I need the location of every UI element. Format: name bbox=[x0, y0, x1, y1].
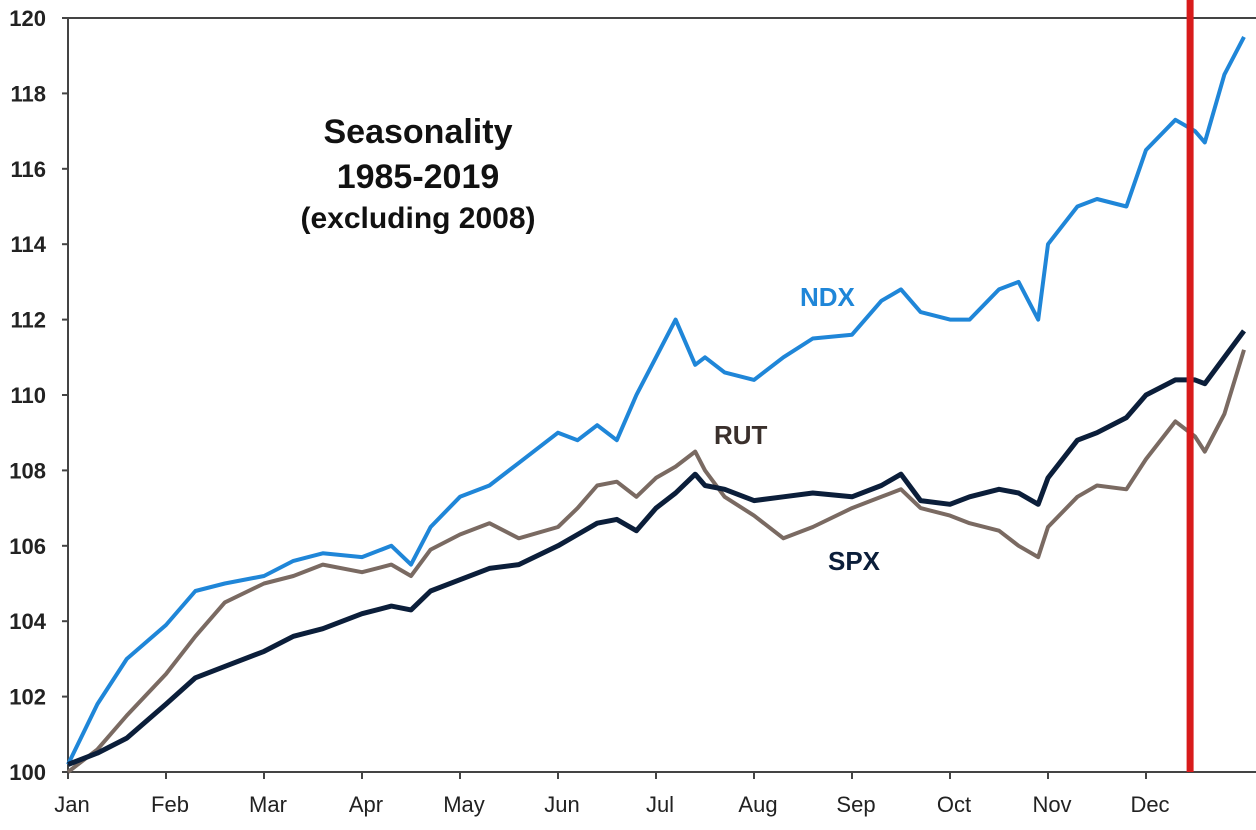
x-tick-label: Nov bbox=[1032, 792, 1071, 817]
y-tick-label: 114 bbox=[11, 232, 47, 257]
series-label-spx: SPX bbox=[828, 546, 881, 576]
x-ticks: Jan Feb Mar Apr May Jun Jul Aug Sep Oct Nov Dec bbox=[54, 772, 1170, 817]
chart-title: Seasonality bbox=[324, 113, 513, 151]
x-tick-label: Feb bbox=[151, 792, 189, 817]
y-tick-label: 100 bbox=[9, 760, 46, 785]
y-tick-label: 118 bbox=[11, 81, 47, 106]
x-tick-label: Mar bbox=[249, 792, 287, 817]
y-tick-label: 106 bbox=[9, 534, 46, 559]
x-tick-label: Jul bbox=[646, 792, 674, 817]
y-tick-label: 108 bbox=[9, 458, 46, 483]
series-line-rut bbox=[66, 349, 1246, 774]
y-tick-label: 110 bbox=[11, 383, 47, 408]
y-tick-label: 104 bbox=[9, 609, 46, 634]
x-tick-label: Apr bbox=[349, 792, 383, 817]
chart-subtitle-note: (excluding 2008) bbox=[300, 202, 535, 235]
x-tick-label: Dec bbox=[1130, 792, 1169, 817]
x-tick-label: Aug bbox=[738, 792, 777, 817]
y-ticks: 100 102 104 106 108 110 112 114 116 118 120 bbox=[9, 6, 68, 785]
y-tick-label: 102 bbox=[9, 685, 46, 710]
y-tick-label: 116 bbox=[11, 157, 47, 182]
series-label-ndx: NDX bbox=[800, 282, 856, 312]
x-tick-label: Oct bbox=[937, 792, 971, 817]
y-tick-label: 120 bbox=[9, 6, 46, 31]
x-tick-label: May bbox=[443, 792, 485, 817]
series-line-spx bbox=[67, 329, 1247, 767]
y-tick-label: 112 bbox=[11, 308, 47, 333]
chart-subtitle: 1985-2019 bbox=[337, 158, 500, 196]
x-tick-label: Sep bbox=[836, 792, 875, 817]
x-tick-label: Jun bbox=[544, 792, 579, 817]
x-tick-label: Jan bbox=[54, 792, 89, 817]
series-label-rut: RUT bbox=[714, 420, 768, 450]
series-group bbox=[66, 35, 1247, 774]
series-line-ndx bbox=[66, 35, 1246, 766]
